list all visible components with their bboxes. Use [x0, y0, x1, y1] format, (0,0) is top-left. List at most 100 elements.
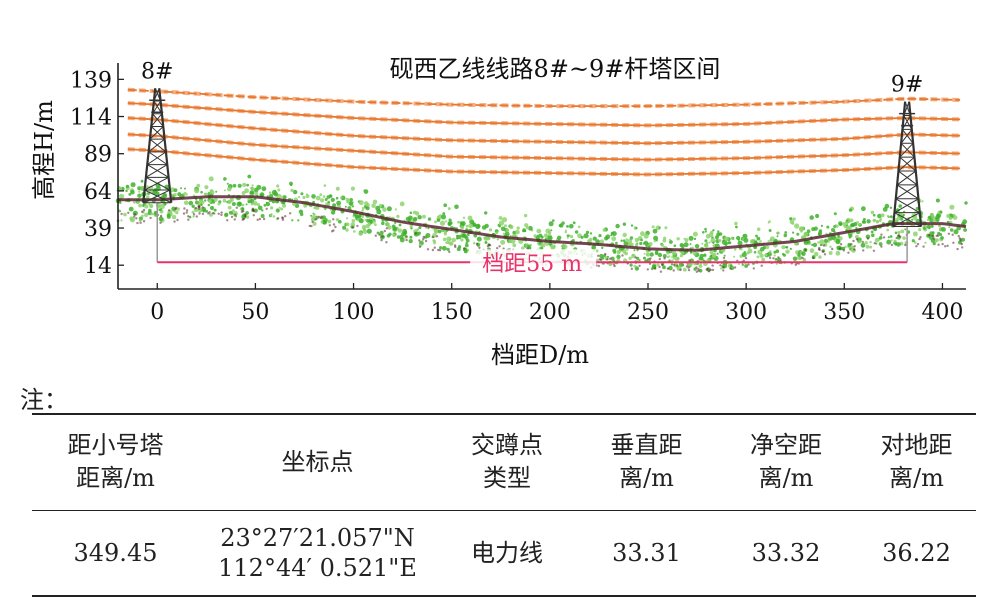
vegetation-point [496, 238, 499, 241]
vegetation-point [849, 218, 854, 223]
vegetation-point [501, 217, 508, 223]
ground-point [374, 234, 377, 237]
ground-point [478, 246, 481, 249]
header-cross-type: 交蹲点 类型 [471, 431, 543, 493]
ground-point [916, 242, 920, 246]
vegetation-point [671, 256, 674, 259]
vegetation-point [335, 218, 339, 222]
vegetation-point [792, 231, 795, 234]
vegetation-point [755, 234, 758, 238]
vegetation-point [734, 221, 738, 226]
vegetation-point [768, 229, 772, 232]
vegetation-point [324, 198, 328, 201]
ground-point [281, 216, 284, 220]
vegetation-point [253, 208, 258, 213]
ground-point [621, 254, 624, 257]
vegetation-point [319, 193, 323, 197]
ground-point [852, 239, 855, 243]
vegetation-point [441, 245, 447, 251]
vegetation-point [653, 235, 659, 241]
vegetation-point [694, 244, 700, 249]
vegetation-point [624, 251, 628, 256]
vegetation-point [484, 211, 488, 215]
vegetation-point [437, 215, 440, 218]
y-axis-ticks: 14 39 64 89 114 139 [70, 68, 124, 279]
vegetation-point [712, 229, 715, 232]
vegetation-point [669, 240, 673, 244]
vegetation-point [361, 224, 367, 230]
vegetation-point [367, 221, 371, 225]
vegetation-point [871, 233, 875, 238]
vegetation-point [592, 236, 597, 241]
vegetation-point [817, 241, 820, 244]
vegetation-point [756, 255, 760, 259]
vegetation-point [209, 213, 213, 217]
vegetation-point [864, 241, 868, 245]
ground-point [127, 211, 130, 214]
vegetation-point [880, 213, 885, 218]
vegetation-point [437, 229, 442, 234]
vegetation-point [209, 205, 215, 211]
vegetation-point [162, 193, 168, 198]
vegetation-point [536, 234, 540, 237]
vegetation-point [176, 207, 180, 211]
vegetation-point [674, 256, 680, 262]
vegetation-point [175, 211, 179, 215]
vegetation-point [741, 263, 744, 266]
ground-point [383, 229, 386, 233]
vegetation-point [622, 222, 627, 226]
vegetation-point [953, 229, 959, 235]
vegetation-point [498, 216, 503, 220]
vegetation-point [813, 251, 819, 257]
vegetation-point [320, 220, 324, 224]
vegetation-point [372, 199, 378, 205]
vegetation-point [375, 205, 381, 211]
vegetation-point [462, 234, 468, 239]
vegetation-point [229, 210, 233, 215]
vegetation-point [204, 192, 208, 196]
vegetation-point [123, 212, 127, 217]
vegetation-point [322, 195, 326, 198]
vegetation-point [385, 222, 390, 227]
vegetation-point [878, 242, 883, 246]
vegetation-point [560, 245, 564, 248]
ground-point [381, 235, 384, 238]
vegetation-point [340, 196, 343, 200]
chart-title: 砚西乙线线路8#~9#杆塔区间 [390, 55, 721, 83]
vegetation-point [144, 204, 149, 209]
vegetation-point [733, 255, 736, 258]
vegetation-point [865, 234, 871, 239]
ground-point [317, 215, 321, 219]
ground-point [666, 267, 670, 270]
vegetation-point [365, 223, 370, 229]
vegetation-point [939, 210, 943, 214]
vegetation-point [516, 226, 520, 230]
vegetation-point [562, 244, 568, 249]
vegetation-point [926, 218, 930, 222]
vegetation-point [265, 201, 268, 204]
ground-point [697, 269, 700, 272]
ground-point [356, 224, 359, 228]
vegetation-point [321, 215, 326, 220]
ground-point [230, 215, 234, 219]
vegetation-point [878, 236, 883, 240]
vegetation-point [640, 231, 645, 237]
vegetation-point [345, 228, 349, 232]
vegetation-point [320, 198, 325, 203]
x-tick-label: 350 [823, 300, 865, 325]
vegetation-point [961, 237, 965, 242]
ground-point [385, 227, 388, 230]
vegetation-point [930, 224, 934, 228]
ground-point [135, 217, 138, 220]
vegetation-point [345, 222, 350, 227]
ground-point [659, 270, 663, 273]
vegetation-point [911, 239, 915, 243]
vegetation-point [717, 230, 720, 233]
vegetation-point [680, 251, 685, 255]
ground-point [433, 246, 436, 249]
vegetation-point [564, 230, 567, 234]
ground-point [252, 214, 255, 217]
ground-point [192, 213, 196, 216]
vegetation-point [427, 217, 432, 221]
vegetation-point [655, 250, 659, 254]
